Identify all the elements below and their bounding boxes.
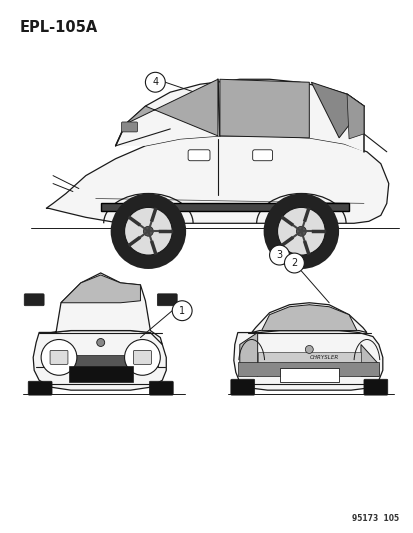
FancyBboxPatch shape bbox=[188, 150, 209, 161]
Polygon shape bbox=[233, 330, 382, 390]
FancyBboxPatch shape bbox=[24, 294, 44, 306]
Circle shape bbox=[296, 227, 306, 236]
FancyBboxPatch shape bbox=[100, 204, 348, 212]
FancyBboxPatch shape bbox=[237, 362, 378, 376]
Circle shape bbox=[145, 72, 165, 92]
Polygon shape bbox=[261, 305, 356, 330]
Text: 3: 3 bbox=[276, 250, 282, 260]
Text: CHRYSLER: CHRYSLER bbox=[309, 355, 338, 360]
FancyBboxPatch shape bbox=[257, 352, 360, 362]
Circle shape bbox=[277, 207, 325, 255]
Polygon shape bbox=[39, 273, 162, 344]
Polygon shape bbox=[33, 330, 166, 390]
FancyBboxPatch shape bbox=[363, 379, 387, 395]
Text: 2: 2 bbox=[291, 258, 297, 268]
Circle shape bbox=[41, 340, 77, 375]
Circle shape bbox=[305, 345, 313, 353]
FancyBboxPatch shape bbox=[43, 356, 158, 367]
FancyBboxPatch shape bbox=[69, 366, 132, 382]
Polygon shape bbox=[46, 136, 388, 223]
Polygon shape bbox=[311, 82, 363, 138]
Circle shape bbox=[97, 338, 104, 346]
Text: 1: 1 bbox=[179, 306, 185, 316]
FancyBboxPatch shape bbox=[230, 379, 254, 395]
Circle shape bbox=[143, 227, 153, 236]
FancyBboxPatch shape bbox=[252, 150, 272, 161]
Circle shape bbox=[263, 193, 338, 269]
Polygon shape bbox=[125, 79, 217, 136]
Polygon shape bbox=[115, 79, 363, 152]
Polygon shape bbox=[360, 344, 378, 376]
Circle shape bbox=[124, 207, 172, 255]
Polygon shape bbox=[219, 79, 309, 138]
Circle shape bbox=[110, 193, 186, 269]
FancyBboxPatch shape bbox=[121, 122, 137, 132]
Polygon shape bbox=[251, 303, 366, 333]
Circle shape bbox=[269, 245, 289, 265]
FancyBboxPatch shape bbox=[133, 350, 151, 365]
Polygon shape bbox=[239, 333, 257, 376]
FancyBboxPatch shape bbox=[279, 368, 338, 382]
Circle shape bbox=[124, 340, 160, 375]
Text: 4: 4 bbox=[152, 77, 158, 87]
Polygon shape bbox=[346, 94, 363, 139]
FancyBboxPatch shape bbox=[28, 381, 52, 395]
Circle shape bbox=[172, 301, 192, 321]
FancyBboxPatch shape bbox=[157, 294, 177, 306]
FancyBboxPatch shape bbox=[149, 381, 173, 395]
Text: 95173  105: 95173 105 bbox=[351, 514, 398, 523]
Text: EPL-105A: EPL-105A bbox=[19, 20, 97, 35]
FancyBboxPatch shape bbox=[50, 350, 68, 365]
Polygon shape bbox=[61, 275, 140, 303]
Circle shape bbox=[284, 253, 304, 273]
